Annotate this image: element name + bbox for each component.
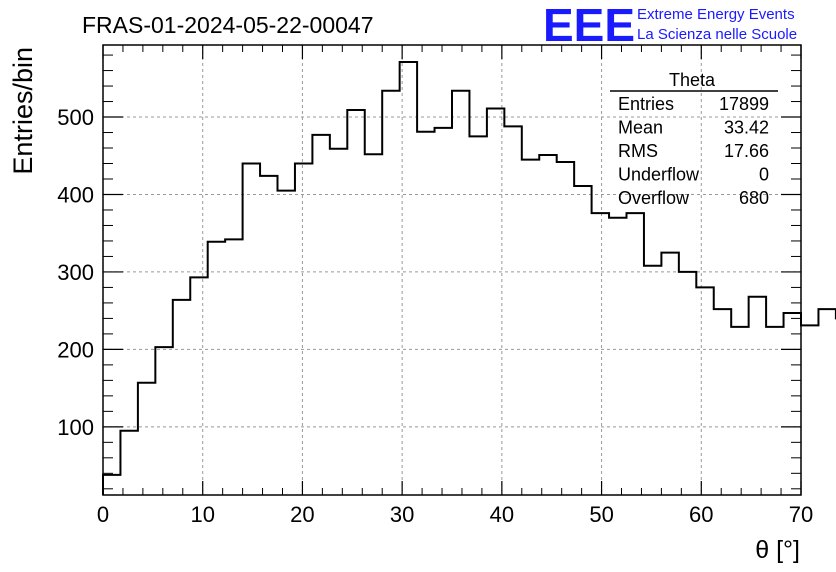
histogram-bin xyxy=(103,475,120,495)
histogram-bin xyxy=(330,149,347,495)
histogram-bin xyxy=(609,218,626,495)
x-tick-label: 20 xyxy=(290,502,314,527)
histogram-bin xyxy=(627,213,644,495)
stats-title: Theta xyxy=(669,70,716,90)
histogram-bin xyxy=(120,431,137,495)
stats-box: Theta Entries 17899 Mean 33.42 RMS 17.66 Under… xyxy=(610,70,778,208)
stats-label: RMS xyxy=(618,141,658,161)
histogram-bin xyxy=(365,154,382,495)
histogram-outline xyxy=(102,61,836,495)
histogram-bin xyxy=(574,186,591,495)
stats-value: 680 xyxy=(739,188,769,208)
stats-value: 17.66 xyxy=(724,141,769,161)
x-tick-label: 40 xyxy=(490,502,514,527)
histogram-bin xyxy=(312,135,329,495)
stats-label: Mean xyxy=(618,118,663,138)
stats-rows: Entries 17899 Mean 33.42 RMS 17.66 Underflow 0 O… xyxy=(618,94,769,208)
histogram-bin xyxy=(225,239,242,495)
histogram-bin xyxy=(679,272,696,495)
y-tick-label: 500 xyxy=(57,105,94,130)
histogram-bin xyxy=(557,162,574,495)
histogram-bin xyxy=(749,297,766,495)
histogram-bin xyxy=(592,213,609,495)
x-tick-label: 0 xyxy=(97,502,109,527)
histogram-bin xyxy=(784,313,801,495)
histogram-bin xyxy=(801,325,818,495)
histogram-bin xyxy=(417,132,434,495)
histogram-bin xyxy=(522,160,539,495)
brand-line-1: Extreme Energy Events xyxy=(637,6,795,23)
brand-line-2: La Scienza nelle Scuole xyxy=(637,26,797,43)
stats-label: Overflow xyxy=(618,188,690,208)
histogram-bin xyxy=(435,128,452,495)
eee-logo: EEE xyxy=(543,0,635,51)
chart-title: FRAS-01-2024-05-22-00047 xyxy=(82,12,374,38)
plot-frame xyxy=(102,44,802,496)
histogram-bin xyxy=(661,253,678,495)
histogram-bin xyxy=(469,136,486,495)
x-tick-label: 30 xyxy=(390,502,414,527)
y-tick-label: 300 xyxy=(57,260,94,285)
histogram-bin xyxy=(295,164,312,495)
histogram-bin xyxy=(173,300,190,495)
x-tick-label: 70 xyxy=(789,502,813,527)
stats-value: 0 xyxy=(759,165,769,185)
histogram-bin xyxy=(818,309,835,495)
y-tick-label: 200 xyxy=(57,337,94,362)
x-tick-label: 50 xyxy=(589,502,613,527)
histogram-bin xyxy=(347,110,364,495)
histogram-bin xyxy=(400,62,417,495)
y-tick-label: 400 xyxy=(57,182,94,207)
histogram-bin xyxy=(766,327,783,495)
histogram-bin xyxy=(452,91,469,495)
histogram-bin xyxy=(278,191,295,495)
histogram-bin xyxy=(243,164,260,495)
tick-labels: 0 10 20 30 40 50 60 70 100 200 300 400 500 xyxy=(57,105,813,527)
y-axis-label: Entries/bin xyxy=(8,47,38,175)
x-tick-label: 10 xyxy=(190,502,214,527)
histogram-bin xyxy=(504,126,521,495)
stats-value: 17899 xyxy=(719,94,769,114)
histogram-bin xyxy=(731,327,748,495)
histogram-bin xyxy=(714,309,731,495)
y-tick-label: 100 xyxy=(57,415,94,440)
stats-label: Underflow xyxy=(618,165,700,185)
histogram-bin xyxy=(696,287,713,495)
histogram-bin xyxy=(539,155,556,495)
histogram-bin xyxy=(644,266,661,495)
histogram-bin xyxy=(382,91,399,495)
histogram-bin xyxy=(155,347,172,495)
stats-label: Entries xyxy=(618,94,674,114)
histogram-bin xyxy=(190,277,207,495)
x-tick-label: 60 xyxy=(689,502,713,527)
axis-ticks xyxy=(102,45,802,495)
histogram-bin xyxy=(138,383,155,495)
histogram-bin xyxy=(487,109,504,495)
histogram-bin xyxy=(260,176,277,495)
histogram-bin xyxy=(208,242,225,495)
stats-value: 33.42 xyxy=(724,118,769,138)
x-axis-label: θ [°] xyxy=(755,536,800,564)
